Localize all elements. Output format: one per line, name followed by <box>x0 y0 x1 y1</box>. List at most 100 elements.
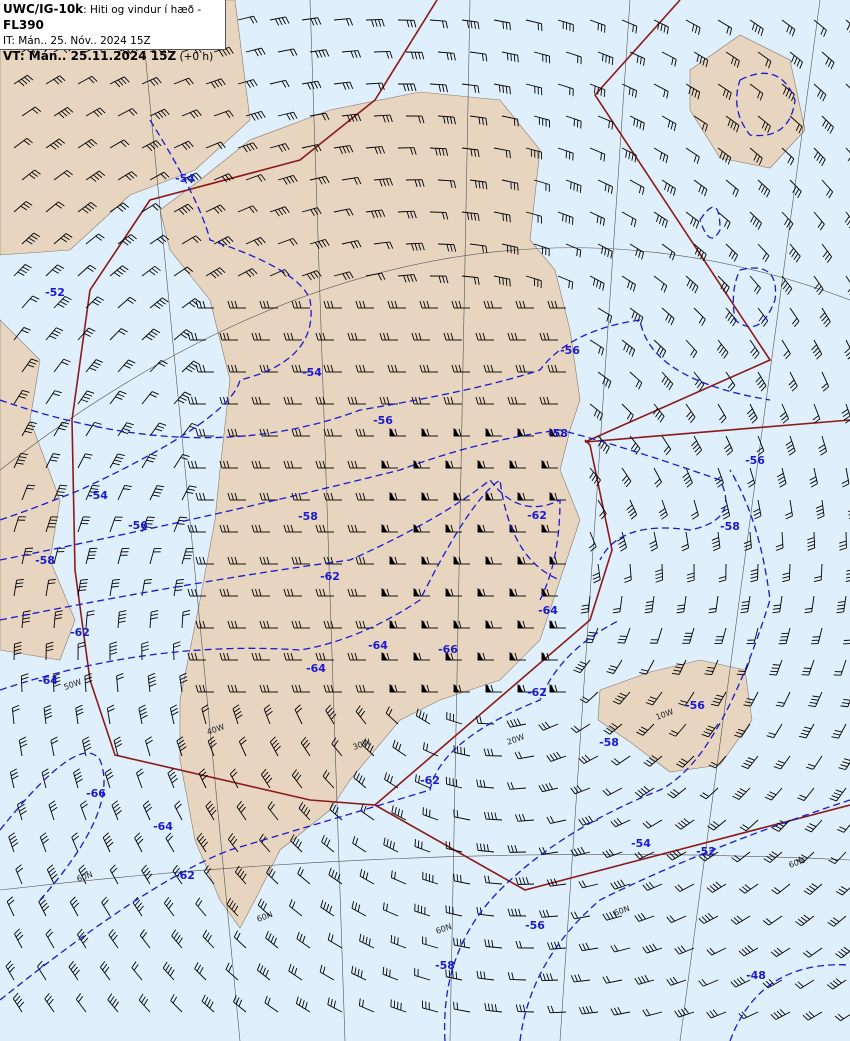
wind-barb <box>685 147 700 164</box>
wind-barb <box>53 295 72 309</box>
wind-barb <box>291 769 303 789</box>
isotherm-line <box>699 206 721 239</box>
wind-barb <box>390 870 407 885</box>
wind-barb <box>291 428 310 437</box>
wind-barb <box>445 776 463 789</box>
wind-barb <box>821 115 834 134</box>
wind-barb <box>174 800 183 821</box>
wind-barb <box>845 147 850 162</box>
wind-barb <box>277 48 298 57</box>
wind-barb <box>219 588 238 597</box>
wind-barb <box>781 211 794 231</box>
wind-barb <box>117 108 138 117</box>
wind-barb <box>138 704 148 725</box>
wind-barb <box>589 339 605 356</box>
fir-line-west <box>71 0 613 806</box>
wind-barb <box>45 75 66 85</box>
wind-barb <box>515 813 535 822</box>
isotherm-line <box>519 799 850 1041</box>
wind-barb <box>107 993 119 1013</box>
wind-barb <box>757 179 771 198</box>
wind-barb <box>414 839 431 853</box>
wind-barb <box>117 171 138 181</box>
wind-barb <box>771 883 791 895</box>
wind-barb <box>259 300 278 309</box>
wind-barb <box>493 275 511 287</box>
wind-barb <box>453 555 470 565</box>
wind-barb <box>259 492 278 501</box>
wind-barb <box>445 905 463 917</box>
wind-barb <box>807 531 816 551</box>
wind-barb <box>21 547 34 565</box>
wind-barb <box>624 563 632 583</box>
wind-barb <box>421 491 438 501</box>
wind-barb <box>134 832 144 853</box>
wind-barb <box>45 928 55 949</box>
wind-barb <box>149 297 169 310</box>
wind-barb <box>698 978 719 987</box>
wind-barb <box>483 364 502 373</box>
wind-barb <box>53 358 71 373</box>
wind-barb <box>717 211 731 230</box>
fir-line-north <box>584 0 772 443</box>
wind-barb <box>117 234 137 246</box>
wind-barb <box>676 595 687 614</box>
wind-barb <box>187 652 206 661</box>
isotherm-label: -58 <box>720 520 740 533</box>
wind-barb <box>788 371 798 392</box>
wind-barb <box>652 403 665 423</box>
wind-barb <box>149 108 170 120</box>
wind-barb <box>237 205 258 214</box>
isotherm-label: -56 <box>745 454 765 467</box>
wind-barb <box>546 816 567 824</box>
wind-barb <box>13 389 30 405</box>
wind-barb <box>629 307 644 325</box>
landmasses <box>0 0 806 929</box>
wind-barb <box>515 1004 535 1013</box>
wind-barb <box>785 499 793 520</box>
wind-barb <box>390 934 407 949</box>
wind-barb <box>195 897 207 917</box>
wind-barb <box>333 81 354 90</box>
wind-barb <box>711 531 721 552</box>
wind-barb <box>835 886 850 896</box>
isotherm-label: -52 <box>45 286 65 299</box>
isotherm-label: -62 <box>175 869 195 882</box>
ellesmere <box>0 0 251 256</box>
isotherm-line <box>0 619 621 1001</box>
wind-barb <box>451 300 470 309</box>
isotherm-line <box>0 478 561 691</box>
wind-barb <box>323 620 342 629</box>
wind-barb <box>541 651 558 661</box>
isotherm-line <box>0 429 727 561</box>
wind-barb <box>381 651 398 661</box>
wind-barb <box>653 147 669 164</box>
wind-barb <box>525 83 543 96</box>
wind-barb <box>757 115 771 133</box>
wind-barb <box>13 327 31 341</box>
wind-barb <box>693 307 706 326</box>
wind-barb <box>803 883 823 895</box>
wind-barb <box>484 1003 503 1013</box>
wind-barb <box>437 51 456 61</box>
wind-barb <box>422 936 439 949</box>
wind-barb <box>682 627 695 644</box>
wind-barb <box>738 945 759 957</box>
isotherm-label: -58 <box>35 554 55 567</box>
wind-barb <box>195 556 214 565</box>
wind-barb <box>829 787 847 802</box>
wind-barb <box>547 941 567 950</box>
wind-barb <box>475 716 495 725</box>
wind-barb <box>205 800 217 821</box>
wind-barb <box>798 723 815 739</box>
wind-barb <box>476 970 495 981</box>
wind-barb <box>681 531 690 552</box>
wind-barb <box>589 467 601 487</box>
wind-barb <box>355 428 374 437</box>
wind-barb <box>453 937 471 949</box>
wind-barb <box>269 16 290 26</box>
wind-barb <box>213 236 234 248</box>
wind-barb <box>746 627 759 645</box>
wind-barb <box>109 578 120 597</box>
wind-barb <box>706 1009 727 1019</box>
